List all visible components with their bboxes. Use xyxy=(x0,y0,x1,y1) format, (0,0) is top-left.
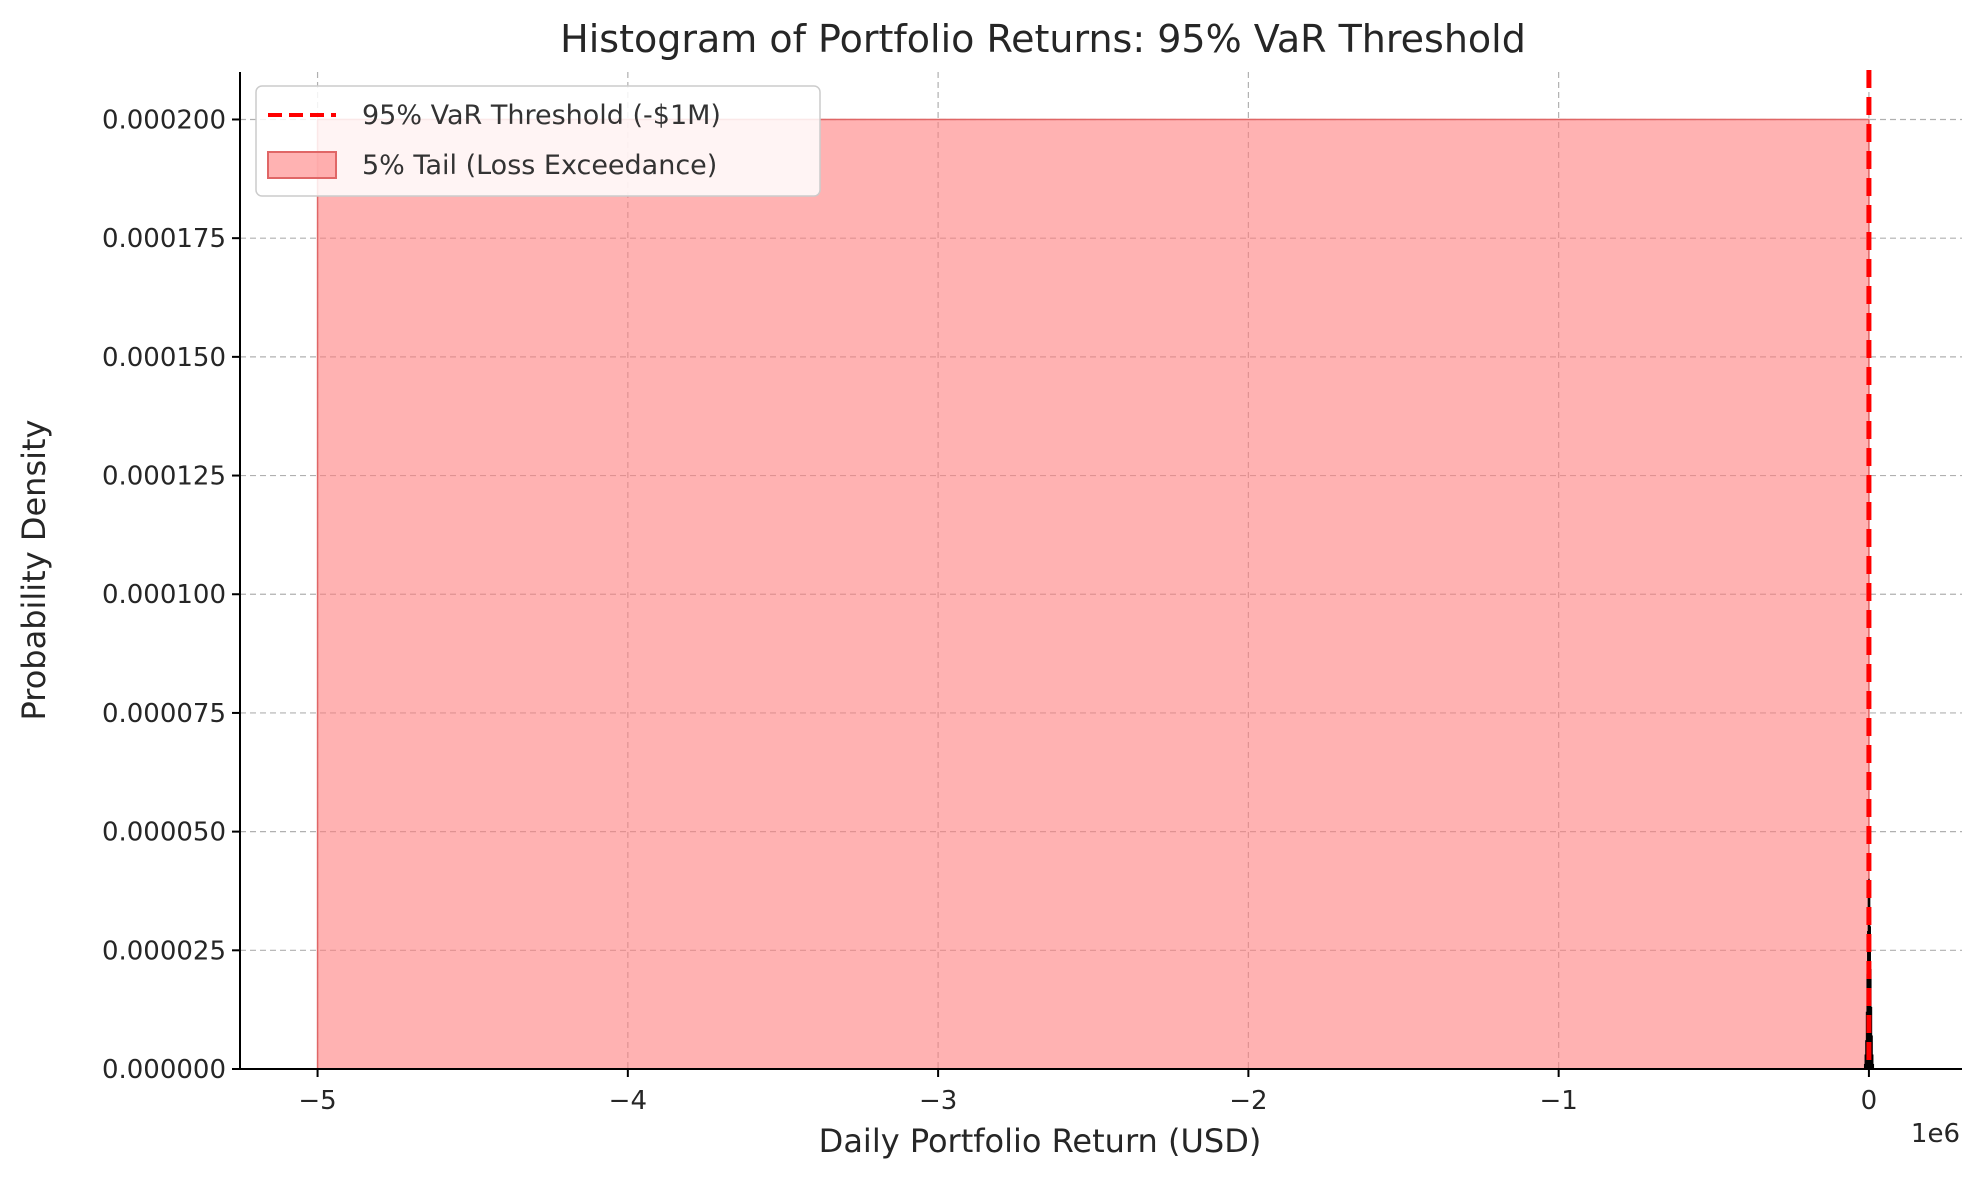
x-axis-label: Daily Portfolio Return (USD) xyxy=(819,1122,1262,1160)
y-axis-label: Probability Density xyxy=(15,420,53,721)
x-tick-label-2: −3 xyxy=(919,1086,957,1116)
chart-title: Histogram of Portfolio Returns: 95% VaR … xyxy=(560,17,1526,61)
x-tick-label-0: −5 xyxy=(298,1086,336,1116)
y-tick-label-3: 0.000075 xyxy=(102,699,226,729)
y-tick-label-4: 0.000100 xyxy=(102,580,226,610)
x-tick-label-3: −2 xyxy=(1229,1086,1267,1116)
y-tick-label-7: 0.000175 xyxy=(102,224,226,254)
legend-var-label: 95% VaR Threshold (-$1M) xyxy=(362,100,721,131)
y-tick-label-2: 0.000050 xyxy=(102,818,226,848)
y-tick-label-8: 0.000200 xyxy=(102,105,226,135)
x-tick-label-5: 0 xyxy=(1861,1086,1878,1116)
x-tick-label-1: −4 xyxy=(609,1086,647,1116)
x-tick-label-4: −1 xyxy=(1539,1086,1577,1116)
legend-box xyxy=(255,85,821,197)
legend-tail-swatch xyxy=(267,151,337,179)
x-axis-ticks: −5 −4 −3 −2 −1 0 xyxy=(298,1069,1877,1116)
y-tick-label-0: 0.000000 xyxy=(102,1055,226,1085)
tail-region xyxy=(316,118,1870,1070)
y-tick-label-5: 0.000125 xyxy=(102,462,226,492)
legend: 95% VaR Threshold (-$1M) 5% Tail (Loss E… xyxy=(255,85,821,197)
x-axis-scale-label: 1e6 xyxy=(1911,1119,1960,1149)
legend-tail-label: 5% Tail (Loss Exceedance) xyxy=(362,150,717,181)
y-axis-ticks: 0.000000 0.000025 0.000050 0.000075 0.000100… xyxy=(102,105,240,1085)
y-tick-label-1: 0.000025 xyxy=(102,936,226,966)
y-tick-label-6: 0.000150 xyxy=(102,343,226,373)
tail-region-layer xyxy=(316,118,1870,1070)
